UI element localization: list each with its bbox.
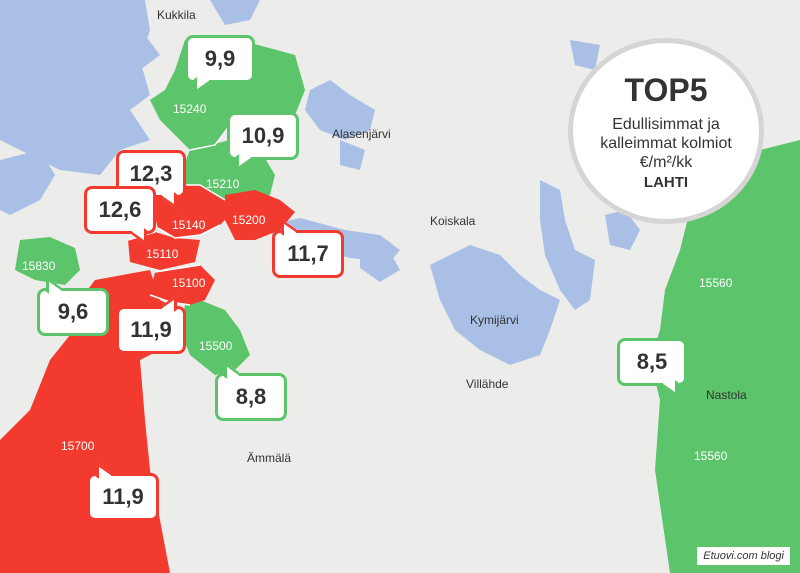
top5-line2: kalleimmat kolmiot: [600, 134, 732, 152]
postcode-15110: 15110: [146, 247, 179, 261]
place-nastola: Nastola: [706, 388, 747, 402]
postcode-labels: 15240 15210 15140 15200 15110 15100 1583…: [22, 102, 733, 463]
postcode-15140: 15140: [172, 218, 206, 232]
price-callout-15500: 8,8: [215, 373, 287, 421]
price-callout-15200: 11,7: [272, 230, 344, 278]
price-callout-15830: 9,6: [37, 288, 109, 336]
postcode-15560-south: 15560: [694, 449, 728, 463]
place-alasenjarvi: Alasenjärvi: [332, 127, 391, 141]
price-callout-15240: 9,9: [185, 35, 255, 83]
place-villahde: Villähde: [466, 377, 509, 391]
postcode-15200: 15200: [232, 213, 266, 227]
price-callout-15700: 11,9: [87, 473, 159, 521]
place-labels: Kukkila Alasenjärvi Koiskala Kymijärvi V…: [157, 8, 747, 465]
price-callout-15110: 12,6: [84, 186, 156, 234]
postcode-15210: 15210: [206, 177, 240, 191]
top5-line3: €/m²/kk: [639, 153, 693, 171]
postcode-15100: 15100: [172, 276, 206, 290]
top5-title: TOP5: [624, 71, 708, 108]
postcode-15500: 15500: [199, 339, 233, 353]
price-callout-15100: 11,9: [116, 306, 186, 354]
top5-line1: Edullisimmat ja: [612, 115, 720, 133]
postcode-15830: 15830: [22, 259, 56, 273]
postcode-15700: 15700: [61, 439, 95, 453]
place-koiskala: Koiskala: [430, 214, 476, 228]
price-callout-15210: 10,9: [227, 112, 299, 160]
top5-city: LAHTI: [643, 173, 689, 191]
place-kymijarvi: Kymijärvi: [470, 313, 519, 327]
postcode-15240: 15240: [173, 102, 207, 116]
place-kukkila: Kukkila: [157, 8, 196, 22]
place-ammala: Ämmälä: [247, 451, 291, 465]
postcode-15560-north: 15560: [699, 276, 733, 290]
source-credit: Etuovi.com blogi: [697, 547, 790, 565]
top5-badge: TOP5 Edullisimmat ja kalleimmat kolmiot …: [568, 38, 764, 224]
price-callout-15560: 8,5: [617, 338, 687, 386]
water-layer: [0, 0, 760, 375]
